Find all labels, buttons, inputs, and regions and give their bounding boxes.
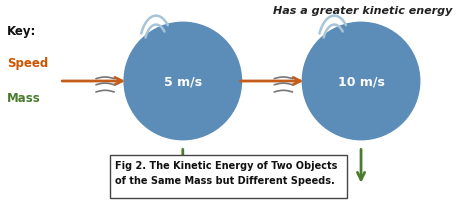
Text: Has a greater kinetic energy: Has a greater kinetic energy (273, 6, 452, 16)
Text: 10 m/s: 10 m/s (338, 75, 384, 88)
Text: Mass: Mass (7, 92, 41, 105)
Text: Speed: Speed (7, 57, 48, 70)
Ellipse shape (123, 22, 242, 141)
FancyBboxPatch shape (110, 155, 347, 198)
Text: 5 m/s: 5 m/s (164, 75, 202, 88)
Text: Key:: Key: (7, 24, 36, 37)
Ellipse shape (302, 22, 420, 141)
Text: Fig 2. The Kinetic Energy of Two Objects
of the Same Mass but Different Speeds.: Fig 2. The Kinetic Energy of Two Objects… (115, 160, 338, 185)
